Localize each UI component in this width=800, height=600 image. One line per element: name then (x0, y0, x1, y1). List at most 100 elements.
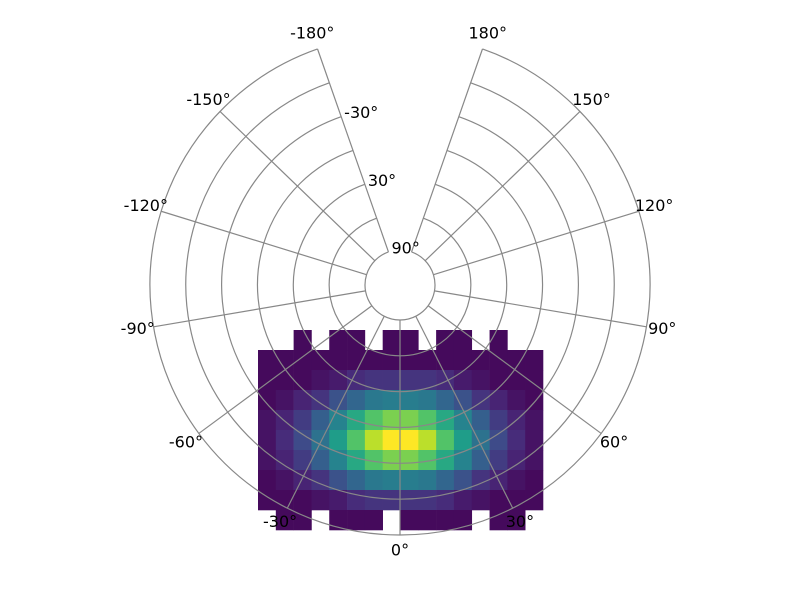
heat-cell (489, 390, 508, 411)
heat-cell (418, 450, 437, 471)
heat-cell (364, 490, 383, 511)
heat-cell (329, 510, 348, 531)
heat-cell (471, 410, 490, 431)
heat-cell (382, 390, 401, 411)
heat-cell (329, 330, 348, 351)
heat-cell (382, 430, 401, 451)
heat-cell (453, 490, 473, 511)
heat-cell (258, 350, 277, 371)
heat-cell (275, 370, 294, 391)
heat-cell (489, 450, 508, 471)
heat-cell (436, 450, 455, 471)
heat-cell (418, 410, 437, 431)
lon-tick-label: 120° (635, 196, 674, 215)
lon-grid-line (219, 111, 376, 262)
heat-cell (471, 450, 490, 471)
heat-cell (347, 510, 366, 531)
lon-tick-label: 150° (572, 90, 611, 109)
heat-cell (453, 450, 473, 471)
heat-cell (293, 330, 312, 351)
heat-cell (436, 370, 455, 391)
heat-cell (275, 450, 294, 471)
heat-cell (400, 430, 419, 451)
heat-cell (364, 450, 383, 471)
heat-cell (453, 390, 473, 411)
heat-cell (471, 370, 490, 391)
heat-cell (382, 490, 401, 511)
lat-tick-label: -30° (344, 103, 378, 122)
heat-cell (400, 470, 419, 491)
lon-tick-label: -120° (124, 196, 168, 215)
heat-cell (507, 430, 526, 451)
heat-cell (489, 430, 508, 451)
heat-cell (400, 330, 419, 351)
heat-cell (258, 490, 277, 511)
heat-cell (311, 410, 330, 431)
heat-cell (347, 390, 366, 411)
heat-cell (329, 490, 348, 511)
heat-cell (418, 350, 437, 371)
heat-cell (275, 350, 294, 371)
heat-cell (311, 430, 330, 451)
heat-cell (489, 330, 508, 351)
heat-cell (418, 430, 437, 451)
heat-cell (507, 470, 526, 491)
heat-cell (436, 350, 455, 371)
heat-cell (258, 370, 277, 391)
heat-cell (418, 470, 437, 491)
heat-cell (489, 370, 508, 391)
heat-cell (364, 410, 383, 431)
heat-cell (311, 390, 330, 411)
heat-cell (453, 330, 473, 351)
heat-cell (329, 470, 348, 491)
heat-cell (329, 390, 348, 411)
heat-cell (311, 370, 330, 391)
lon-grid-line (433, 210, 640, 276)
heat-cell (400, 450, 419, 471)
heat-cell (525, 370, 544, 391)
lon-tick-label: -30° (263, 512, 297, 531)
lon-tick-label: -180° (290, 23, 334, 42)
heat-cell (293, 390, 312, 411)
heat-cell (489, 510, 508, 531)
heat-cell (418, 490, 437, 511)
lon-grid-line (410, 48, 484, 253)
lon-tick-label: -60° (169, 432, 203, 451)
heat-cell (293, 370, 312, 391)
heat-cell (525, 390, 544, 411)
heat-cell (293, 450, 312, 471)
heat-cell (293, 490, 312, 511)
heat-cell (525, 410, 544, 431)
lon-grid-line (424, 111, 581, 262)
heat-cell (293, 510, 312, 531)
heat-cell (347, 470, 366, 491)
heat-cell (453, 370, 473, 391)
heat-cell (364, 510, 383, 531)
lon-tick-label: -150° (186, 90, 230, 109)
heat-cell (382, 370, 401, 391)
lon-tick-label: 30° (506, 512, 534, 531)
heat-cell (382, 470, 401, 491)
heat-cell (364, 470, 383, 491)
heat-cell (347, 350, 366, 371)
heat-cell (329, 450, 348, 471)
heat-cell (525, 350, 544, 371)
heat-cell (311, 470, 330, 491)
heat-cell (347, 450, 366, 471)
heat-cell (436, 430, 455, 451)
heat-cell (258, 410, 277, 431)
heat-cell (525, 490, 544, 511)
heat-cell (364, 430, 383, 451)
heat-cell (275, 470, 294, 491)
heat-cell (436, 510, 455, 531)
heat-cell (507, 370, 526, 391)
heat-cell (293, 430, 312, 451)
heat-cell (382, 330, 401, 351)
heat-cell (347, 430, 366, 451)
lat-grid-line (364, 251, 436, 321)
lon-grid-line (153, 290, 366, 328)
heat-cell (471, 390, 490, 411)
lon-tick-label: 90° (648, 319, 676, 338)
heat-cell (453, 350, 473, 371)
